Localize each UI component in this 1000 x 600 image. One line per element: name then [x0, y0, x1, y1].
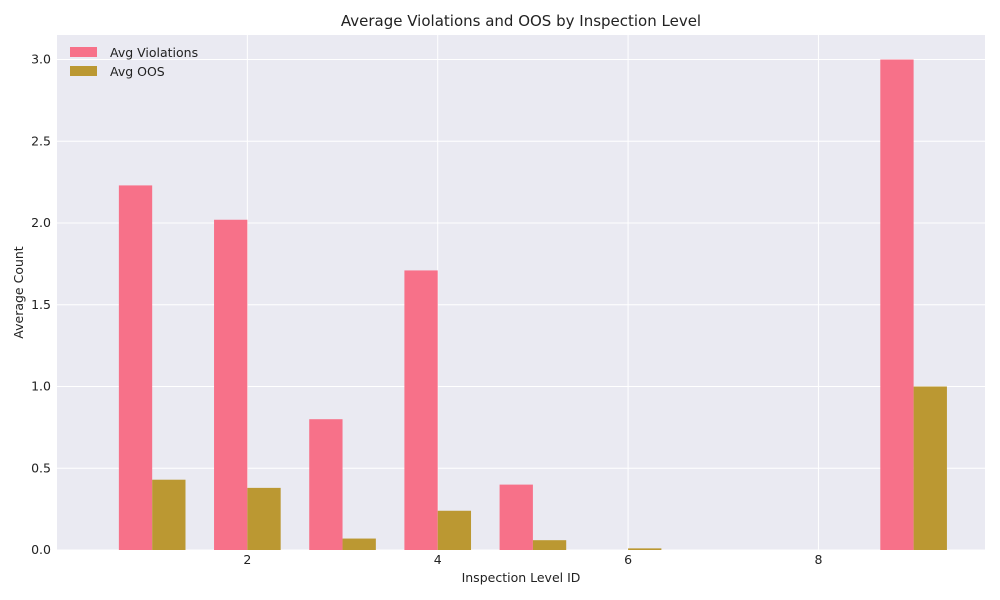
bar-avg-oos[interactable] — [532, 540, 567, 550]
plot-area — [57, 35, 985, 550]
legend-swatch — [70, 66, 97, 76]
bars — [118, 59, 947, 551]
legend-swatch — [70, 47, 97, 57]
y-tick-label: 2.5 — [31, 133, 51, 148]
y-tick-label: 0.0 — [31, 542, 51, 557]
chart-title: Average Violations and OOS by Inspection… — [341, 12, 701, 30]
bar-avg-oos[interactable] — [628, 548, 662, 550]
y-tick-label: 1.0 — [31, 379, 51, 394]
legend-item[interactable]: Avg Violations — [70, 45, 198, 60]
y-tick-label: 1.5 — [31, 297, 51, 312]
legend[interactable]: Avg Violations Avg OOS — [70, 45, 198, 79]
bar-avg-violations[interactable] — [404, 270, 438, 550]
grid — [57, 35, 985, 551]
bar-avg-violations[interactable] — [214, 219, 248, 550]
y-axis-label: Average Count — [11, 246, 26, 339]
y-tick-label: 3.0 — [31, 52, 51, 67]
legend-label: Avg Violations — [110, 45, 198, 60]
x-tick-label: 6 — [624, 552, 632, 567]
x-axis-label: Inspection Level ID — [462, 570, 581, 585]
y-axis-ticks: 0.0 0.5 1.0 1.5 2.0 2.5 3.0 — [31, 52, 51, 557]
x-tick-label: 4 — [434, 552, 442, 567]
legend-label: Avg OOS — [110, 64, 165, 79]
bar-avg-oos[interactable] — [913, 386, 947, 550]
bar-avg-oos[interactable] — [437, 510, 472, 550]
bar-avg-violations[interactable] — [118, 185, 153, 550]
bar-avg-violations[interactable] — [880, 59, 914, 551]
bar-avg-oos[interactable] — [152, 479, 186, 550]
bar-avg-violations[interactable] — [499, 484, 533, 550]
y-tick-label: 0.5 — [31, 460, 51, 475]
y-tick-label: 2.0 — [31, 215, 51, 230]
bar-avg-oos[interactable] — [342, 538, 376, 550]
x-tick-label: 2 — [243, 552, 251, 567]
x-tick-label: 8 — [814, 552, 822, 567]
bar-avg-oos[interactable] — [247, 487, 281, 550]
x-axis-ticks: 2 4 6 8 — [243, 552, 822, 567]
bar-avg-violations[interactable] — [309, 419, 343, 550]
legend-item[interactable]: Avg OOS — [70, 64, 165, 79]
